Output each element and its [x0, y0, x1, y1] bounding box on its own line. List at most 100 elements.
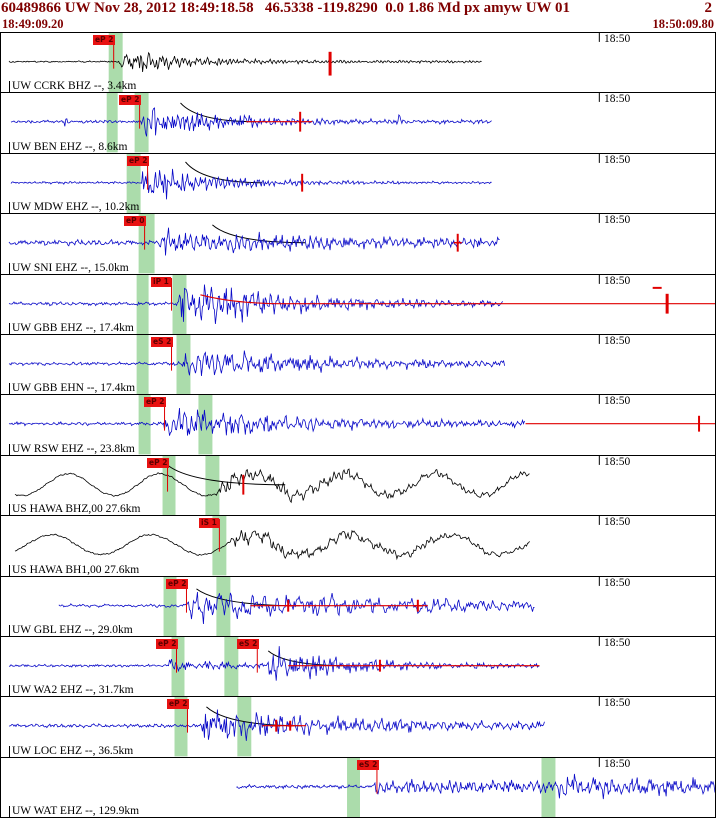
pick-window-band — [174, 697, 188, 757]
minute-time-label: 18:50 — [604, 395, 631, 408]
page-number: 2 — [704, 0, 713, 16]
waveform-plot[interactable] — [1, 274, 715, 334]
trace-panel[interactable]: 18:50 UW GBB EHZ --, 17.4km iP 1 — [1, 273, 715, 334]
station-label: UW SNI EHZ --, 15.0km — [12, 261, 129, 274]
coda-end-marker[interactable] — [328, 51, 332, 76]
trace-panel[interactable]: 18:50 US HAWA BHZ,00 27.6km eP 2 — [1, 454, 715, 516]
coda-cross-marker — [284, 604, 293, 606]
left-edge-tick — [9, 202, 10, 214]
minute-time-label: 18:50 — [604, 93, 631, 106]
station-label: UW WA2 EHZ --, 31.7km — [12, 684, 134, 697]
trace-panel[interactable]: 18:50 UW CCRK BHZ --, 3.4km eP 2 — [1, 33, 715, 93]
pick-flag[interactable]: eS 2 — [237, 638, 260, 649]
pick-flag[interactable]: eP 0 — [124, 216, 147, 227]
waveform-plot[interactable] — [1, 576, 715, 636]
waveform-plot[interactable] — [1, 455, 715, 516]
coda-decay-curve — [180, 102, 257, 123]
seismogram-trace — [236, 773, 715, 799]
pick-flag[interactable]: eP 2 — [166, 578, 189, 589]
left-edge-tick — [9, 745, 10, 757]
window-end-time: 18:50:09.80 — [652, 17, 714, 31]
pick-window-band — [162, 455, 176, 516]
minute-time-label: 18:50 — [604, 334, 631, 347]
coda-end-marker[interactable] — [242, 474, 245, 495]
trace-panel[interactable]: 18:50 UW GBB EHN --, 17.4km eS 2 — [1, 333, 715, 395]
coda-cross-marker — [453, 242, 462, 244]
seismogram-trace — [8, 227, 500, 256]
trace-panel[interactable]: 18:50 UW WA2 EHZ --, 31.7km eP 2 eS 2 — [1, 635, 715, 697]
window-start-time: 18:49:09.20 — [2, 17, 64, 31]
station-label: UW GBL EHZ --, 29.0km — [12, 623, 133, 636]
trace-panel[interactable]: 18:50 US HAWA BH1,00 27.6km iS 1 — [1, 515, 715, 576]
coda-decay-curve — [168, 465, 286, 485]
minute-time-label: 18:50 — [604, 274, 631, 287]
pick-window-band — [237, 697, 252, 757]
coda-end-marker[interactable] — [698, 416, 701, 432]
pick-flag[interactable]: eP 2 — [127, 155, 150, 166]
pick-flag[interactable]: eP 2 — [156, 638, 179, 649]
minute-time-label: 18:50 — [604, 33, 631, 45]
left-edge-tick — [9, 624, 10, 636]
seismogram-trace — [58, 591, 535, 624]
minute-time-label: 18:50 — [604, 576, 631, 589]
waveform-plot[interactable] — [1, 93, 715, 153]
minute-time-label: 18:50 — [604, 455, 631, 468]
minute-time-label: 18:50 — [604, 697, 631, 710]
trace-panel[interactable]: 18:50 UW BEN EHZ --, 8.6km eP 2 — [1, 92, 715, 153]
left-edge-tick — [9, 383, 10, 395]
left-edge-tick — [9, 564, 10, 576]
station-label: UW CCRK BHZ --, 3.4km — [12, 80, 137, 93]
left-edge-tick — [9, 141, 10, 153]
left-edge-tick — [9, 443, 10, 455]
trace-panel[interactable]: 18:50 UW LOC EHZ --, 36.5km eP 2 — [1, 696, 715, 757]
coda-cross-marker — [413, 604, 422, 606]
left-edge-tick — [9, 806, 10, 818]
seismogram-trace — [14, 468, 530, 503]
minute-time-label: 18:50 — [604, 153, 631, 166]
trace-panel[interactable]: 18:50 UW SNI EHZ --, 15.0km eP 0 — [1, 213, 715, 274]
pick-flag[interactable]: eP 2 — [144, 397, 167, 408]
pick-flag[interactable]: eP 2 — [167, 699, 190, 710]
waveform-plot[interactable] — [1, 757, 715, 818]
coda-end-marker[interactable] — [301, 173, 304, 192]
header: 60489866 UW Nov 28, 2012 18:49:18.58 46.… — [0, 0, 716, 32]
pick-window-band — [347, 757, 360, 818]
pick-window-band — [176, 334, 191, 395]
trace-panel[interactable]: 18:50 UW MDW EHZ --, 10.2km eP 2 — [1, 152, 715, 214]
seismogram-trace — [8, 350, 505, 376]
station-label: UW MDW EHZ --, 10.2km — [12, 201, 140, 214]
pick-flag[interactable]: eP 2 — [147, 457, 170, 468]
trace-panel[interactable]: 18:50 UW RSW EHZ --, 23.8km eP 2 — [1, 394, 715, 455]
coda-end-marker[interactable] — [665, 293, 669, 314]
seismogram-trace — [10, 107, 492, 137]
waveform-plot[interactable] — [1, 516, 715, 576]
station-label: UW GBB EHZ --, 17.4km — [12, 321, 134, 334]
time-window-row: 18:49:09.20 18:50:09.80 — [0, 17, 716, 32]
coda-end-marker[interactable] — [652, 286, 662, 289]
coda-cross-marker — [272, 725, 281, 727]
pick-flag[interactable]: iP 1 — [151, 276, 171, 287]
seismogram-trace — [10, 168, 492, 200]
station-label: UW BEN EHZ --, 8.6km — [12, 140, 128, 153]
coda-end-marker[interactable] — [299, 112, 302, 132]
pick-flag[interactable]: eS 2 — [357, 759, 380, 770]
station-label: US HAWA BH1,00 27.6km — [12, 563, 140, 576]
seismogram-trace — [8, 646, 540, 681]
pick-window-band — [224, 636, 239, 697]
waveform-plot[interactable] — [1, 697, 715, 757]
trace-panel[interactable]: 18:50 UW WAT EHZ --, 129.9km eS 2 — [1, 756, 715, 818]
pick-flag[interactable]: eS 2 — [151, 336, 174, 347]
pick-flag[interactable]: eP 2 — [119, 95, 142, 106]
pick-window-band — [198, 395, 213, 455]
pick-flag[interactable]: eP 2 — [93, 35, 116, 45]
left-edge-tick — [9, 262, 10, 274]
left-edge-tick — [9, 685, 10, 697]
minute-time-label: 18:50 — [604, 757, 631, 770]
trace-panel[interactable]: 18:50 UW GBL EHZ --, 29.0km eP 2 — [1, 575, 715, 636]
waveform-plot[interactable] — [1, 334, 715, 395]
pick-flag[interactable]: iS 1 — [199, 518, 219, 529]
event-summary: 60489866 UW Nov 28, 2012 18:49:18.58 46.… — [1, 0, 571, 16]
waveform-plot[interactable] — [1, 636, 715, 697]
station-label: UW RSW EHZ --, 23.8km — [12, 442, 135, 455]
